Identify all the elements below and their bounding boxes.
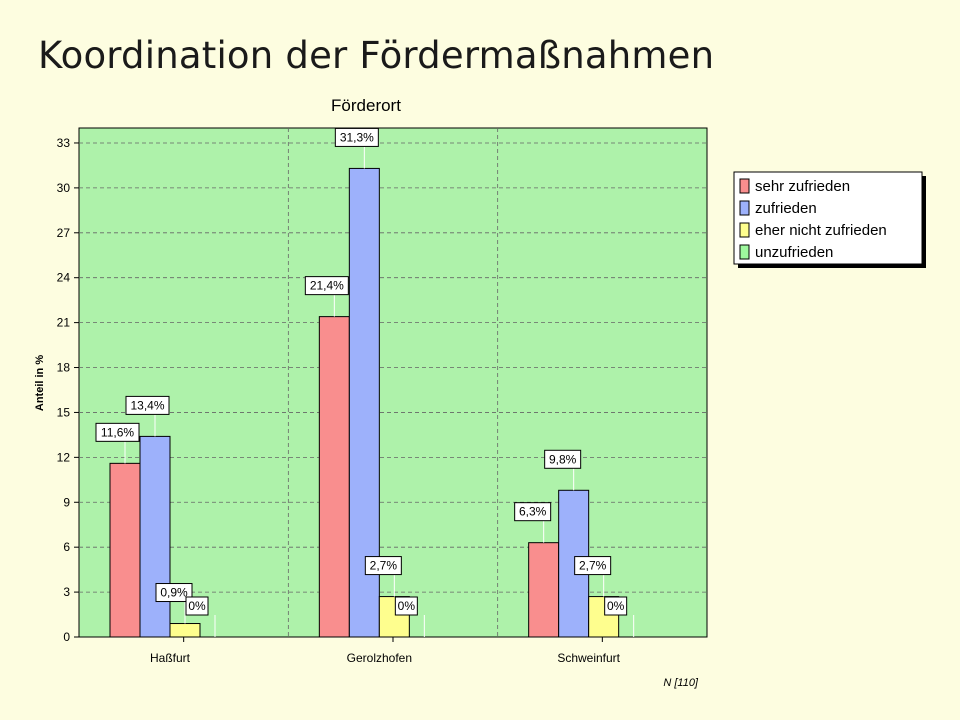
data-label-box bbox=[364, 556, 402, 576]
bar bbox=[139, 435, 171, 638]
data-label-box bbox=[334, 127, 379, 147]
y-tick-label: 18 bbox=[57, 361, 71, 375]
data-label-box bbox=[185, 596, 209, 616]
legend-entry: zufrieden bbox=[755, 200, 817, 217]
y-tick-label: 12 bbox=[57, 450, 71, 464]
data-label: 0,9% bbox=[160, 586, 188, 600]
legend-entry: sehr zufrieden bbox=[755, 178, 850, 195]
bar bbox=[109, 462, 141, 638]
legend-entry: unzufrieden bbox=[755, 244, 833, 261]
y-tick-label: 33 bbox=[57, 136, 71, 150]
y-tick-label: 3 bbox=[63, 585, 70, 599]
y-tick-label: 24 bbox=[57, 271, 71, 285]
bar bbox=[169, 623, 201, 638]
legend bbox=[733, 171, 923, 265]
data-label: 6,3% bbox=[519, 505, 547, 519]
x-tick-label: Gerolzhofen bbox=[347, 651, 412, 665]
chart-title: Förderort bbox=[331, 96, 401, 115]
y-axis-label: Anteil in % bbox=[34, 355, 46, 411]
plot-area bbox=[78, 127, 708, 638]
data-label-box bbox=[304, 276, 349, 296]
data-label: 0% bbox=[398, 599, 416, 613]
legend-swatch bbox=[739, 200, 750, 216]
x-tick-label: Haßfurt bbox=[150, 651, 191, 665]
data-label-box bbox=[514, 502, 552, 522]
legend-swatch bbox=[739, 178, 750, 194]
y-tick-label: 30 bbox=[57, 181, 71, 195]
sample-size-footnote: N [110] bbox=[663, 677, 699, 689]
data-label-box bbox=[394, 596, 418, 616]
y-tick-label: 21 bbox=[57, 316, 71, 330]
data-label-box bbox=[155, 583, 193, 603]
data-label: 0% bbox=[607, 599, 625, 613]
data-label-box bbox=[125, 395, 170, 415]
data-label: 2,7% bbox=[370, 559, 398, 573]
data-label: 2,7% bbox=[579, 559, 607, 573]
legend-swatch bbox=[739, 244, 750, 260]
data-label: 21,4% bbox=[310, 279, 344, 293]
data-label-box bbox=[544, 449, 582, 469]
data-label-box bbox=[604, 596, 628, 616]
data-label-box bbox=[574, 556, 612, 576]
y-tick-label: 15 bbox=[57, 405, 71, 419]
y-tick-label: 27 bbox=[57, 226, 71, 240]
data-label: 9,8% bbox=[549, 452, 577, 466]
data-label: 13,4% bbox=[130, 398, 164, 412]
data-label-box bbox=[95, 422, 140, 442]
y-tick-label: 9 bbox=[63, 495, 70, 509]
legend-entry: eher nicht zufrieden bbox=[755, 222, 887, 239]
bar bbox=[528, 542, 560, 638]
data-label: 11,6% bbox=[101, 425, 134, 439]
slide-title: Koordination der Fördermaßnahmen bbox=[38, 34, 715, 77]
legend-swatch bbox=[739, 222, 750, 238]
bar bbox=[318, 316, 350, 638]
data-label: 31,3% bbox=[340, 130, 374, 144]
data-label: 0% bbox=[188, 599, 206, 613]
y-tick-label: 6 bbox=[63, 540, 70, 554]
y-tick-label: 0 bbox=[63, 630, 70, 644]
x-tick-label: Schweinfurt bbox=[557, 651, 620, 665]
